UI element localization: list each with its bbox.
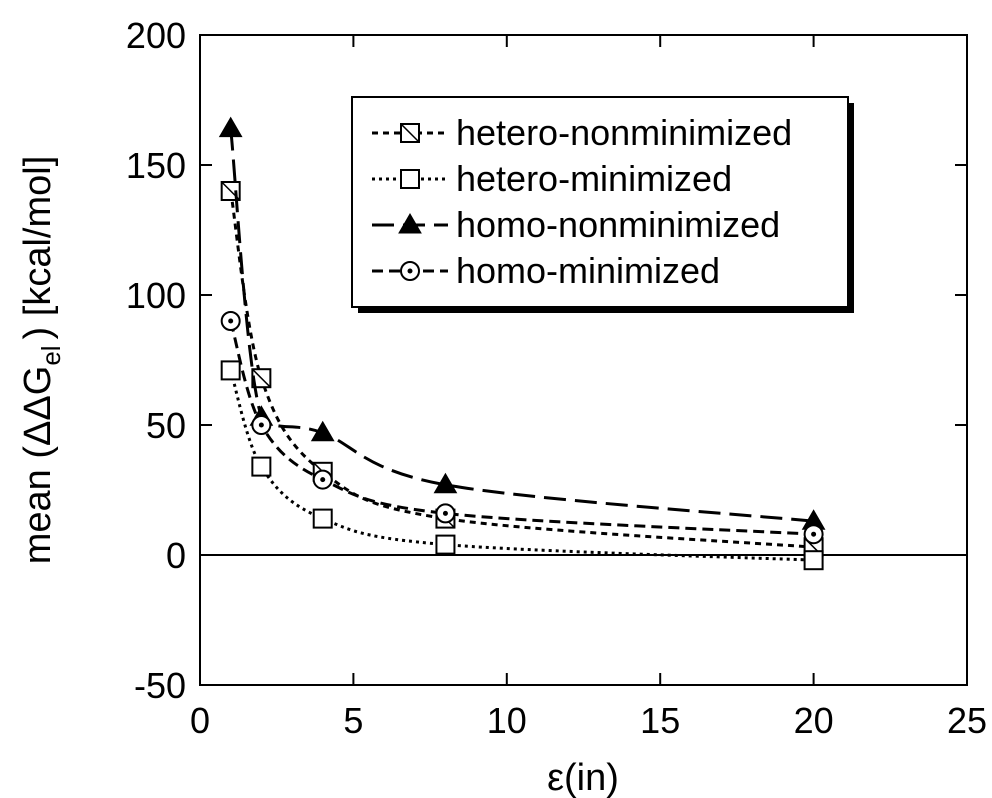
- x-tick-label: 0: [190, 700, 210, 741]
- legend-label: hetero-nonminimized: [456, 112, 792, 153]
- data-point-hetero-minimized: [312, 508, 333, 529]
- series-layer: [218, 116, 826, 571]
- y-axis-label: mean (ΔΔGel ) [kcal/mol]: [17, 156, 66, 565]
- legend-entry-homo-nonminimized: homo-nonminimized: [372, 204, 780, 245]
- data-point-homo-nonminimized: [433, 472, 458, 494]
- data-point-homo-minimized-dot: [320, 477, 326, 483]
- legend-entries: hetero-nonminimized hetero-minimized homo-…: [372, 112, 792, 291]
- y-axis-label-prefix: mean (ΔΔG: [17, 366, 59, 565]
- data-point-homo-nonminimized: [218, 116, 243, 138]
- data-point-homo-minimized-dot: [442, 510, 448, 516]
- data-point-homo-minimized-dot: [811, 531, 817, 537]
- y-tick-label: 0: [166, 535, 186, 576]
- x-tick-label: 5: [343, 700, 363, 741]
- legend-label: hetero-minimized: [456, 158, 732, 199]
- y-tick-label: -50: [134, 665, 186, 706]
- plot-frame: [199, 34, 968, 686]
- data-point-homo-nonminimized: [310, 420, 335, 442]
- y-tick-label: 50: [146, 405, 186, 446]
- series-line-hetero-nonminimized: [229, 190, 814, 549]
- data-point-hetero-minimized: [220, 360, 241, 381]
- data-point-hetero-minimized: [251, 456, 272, 477]
- legend-entry-homo-minimized: homo-minimized: [372, 250, 720, 291]
- y-axis-label-suffix: ) [kcal/mol]: [17, 156, 59, 340]
- data-point-homo-minimized-dot: [228, 318, 234, 324]
- legend-box: [351, 96, 849, 308]
- x-tick-label: 15: [640, 700, 680, 741]
- y-axis-label-subscript: el: [36, 345, 66, 365]
- series-line-homo-nonminimized: [229, 128, 814, 523]
- series-line-hetero-minimized: [229, 369, 814, 562]
- data-point-hetero-nonminimized-slash: [251, 368, 271, 388]
- series-homo-minimized: [220, 311, 824, 545]
- legend-label: homo-nonminimized: [456, 204, 780, 245]
- data-point-hetero-minimized: [803, 550, 824, 571]
- x-tick-label: 25: [947, 700, 987, 741]
- legend-marker-dot: [407, 268, 413, 274]
- y-tick-label: 100: [126, 275, 186, 316]
- x-tick-label: 10: [487, 700, 527, 741]
- legend-marker-slash: [400, 123, 420, 143]
- legend-entry-hetero-nonminimized: hetero-nonminimized: [372, 112, 792, 153]
- legend: hetero-nonminimized hetero-minimized homo-…: [351, 96, 854, 313]
- legend-entry-hetero-minimized: hetero-minimized: [372, 158, 732, 199]
- legend-label: homo-minimized: [456, 250, 720, 291]
- series-hetero-minimized: [220, 360, 824, 571]
- series-line-homo-minimized: [229, 320, 814, 536]
- data-point-hetero-minimized: [435, 534, 456, 555]
- x-tick-label: 20: [794, 700, 834, 741]
- y-tick-label: 150: [126, 145, 186, 186]
- x-axis-label: ε(in): [547, 757, 619, 798]
- legend-marker: [398, 213, 422, 234]
- y-tick-label: 200: [126, 15, 186, 56]
- legend-marker: [400, 169, 420, 189]
- data-point-homo-minimized-dot: [258, 422, 264, 428]
